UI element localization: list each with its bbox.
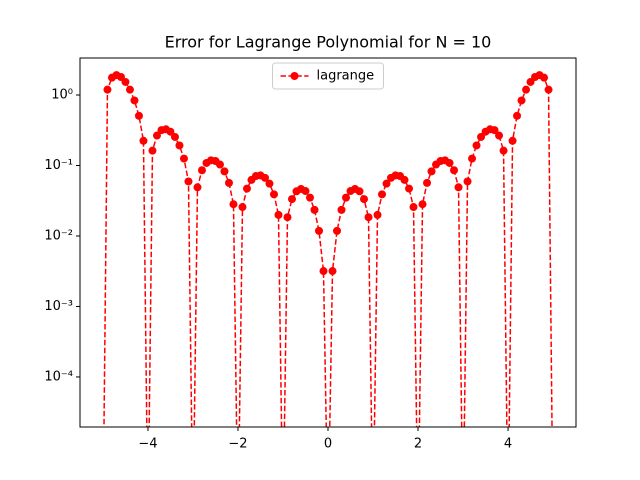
marker (382, 179, 391, 188)
marker (242, 184, 251, 193)
marker (319, 267, 328, 276)
marker (283, 213, 292, 222)
marker (409, 203, 418, 212)
marker (427, 167, 436, 176)
marker (134, 111, 143, 120)
marker (265, 179, 274, 188)
marker (260, 173, 269, 182)
marker (274, 210, 283, 219)
marker (103, 85, 112, 94)
marker (301, 187, 310, 196)
marker (400, 175, 409, 184)
marker (328, 267, 337, 276)
marker (454, 183, 463, 192)
marker (450, 166, 459, 175)
series-line (103, 74, 553, 427)
marker (193, 183, 202, 192)
marker (477, 132, 486, 141)
marker (269, 190, 278, 199)
x-tick-label: −4 (138, 437, 157, 452)
y-tick-label: 10⁻⁴ (44, 369, 73, 384)
marker (513, 111, 522, 120)
plot-area (103, 71, 553, 427)
legend-label: lagrange (317, 69, 375, 84)
marker (355, 187, 364, 196)
y-tick-label: 10⁻¹ (44, 158, 73, 173)
marker (166, 127, 175, 136)
x-tick-label: 4 (504, 437, 512, 452)
marker (197, 166, 206, 175)
marker (287, 195, 296, 204)
marker (333, 226, 342, 235)
marker (544, 85, 553, 94)
marker (405, 184, 414, 193)
marker (152, 131, 161, 140)
marker (418, 200, 427, 209)
marker (517, 96, 526, 105)
marker (508, 136, 517, 145)
marker (522, 85, 531, 94)
legend-box (272, 62, 384, 90)
x-tick-label: 0 (324, 437, 332, 452)
marker (224, 178, 233, 187)
marker (499, 146, 508, 155)
marker (468, 154, 477, 163)
marker (215, 160, 224, 169)
marker (310, 205, 319, 214)
marker (472, 141, 481, 150)
y-tick-label: 10⁻² (44, 228, 73, 243)
marker (463, 177, 472, 186)
marker (130, 96, 139, 105)
chart-title: Error for Lagrange Polynomial for N = 10 (165, 33, 492, 52)
y-tick-label: 10⁰ (51, 88, 73, 103)
marker (175, 141, 184, 150)
marker (540, 73, 549, 82)
marker (314, 226, 323, 235)
x-tick-label: −2 (228, 437, 247, 452)
marker (121, 77, 130, 86)
marker (423, 178, 432, 187)
marker (342, 193, 351, 202)
marker (495, 131, 504, 140)
marker (337, 205, 346, 214)
marker (305, 193, 314, 202)
marker (148, 146, 157, 155)
marker (179, 154, 188, 163)
x-tick-label: 2 (414, 437, 422, 452)
marker (490, 126, 499, 135)
marker (360, 195, 369, 204)
legend-marker (290, 72, 299, 80)
axes-frame (79, 57, 577, 428)
marker (238, 203, 247, 212)
marker (139, 136, 148, 145)
marker (220, 167, 229, 176)
marker (378, 190, 387, 199)
marker (373, 210, 382, 219)
marker (364, 213, 373, 222)
marker (445, 158, 454, 167)
marker (125, 85, 134, 94)
y-tick-label: 10⁻³ (44, 299, 73, 314)
marker (170, 132, 179, 141)
marker (184, 177, 193, 186)
marker (229, 200, 238, 209)
